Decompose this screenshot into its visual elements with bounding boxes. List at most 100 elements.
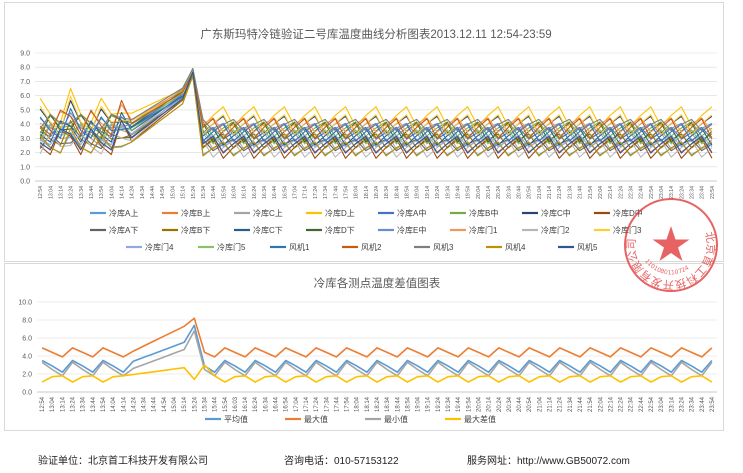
- legend-label: 冷库A上: [109, 208, 138, 218]
- y-tick-label: 9.0: [20, 51, 30, 58]
- x-tick-label: 16:34: [263, 396, 269, 412]
- legend-item: 平均值: [205, 414, 248, 424]
- legend-item: 冷库D中: [594, 208, 643, 218]
- series-line-2: [41, 317, 713, 358]
- x-tick-label: 19:14: [425, 186, 431, 199]
- legend-label: 最大值: [304, 414, 328, 424]
- x-tick-label: 15:54: [221, 186, 227, 199]
- legend-label: 冷库门1: [469, 225, 498, 235]
- x-tick-label: 17:34: [324, 396, 330, 412]
- x-tick-label: 16:14: [242, 186, 248, 199]
- x-tick-label: 13:14: [60, 396, 66, 412]
- series-line-4: [41, 364, 713, 383]
- series-line-1: [41, 324, 713, 373]
- legend-label: 冷库A下: [109, 225, 138, 235]
- series-line-6: [39, 68, 713, 137]
- x-tick-label: 20:04: [476, 186, 482, 199]
- legend-label: 冷库C下: [253, 225, 283, 235]
- x-tick-label: 22:24: [619, 396, 625, 412]
- x-tick-label: 14:34: [142, 396, 148, 412]
- x-tick-label: 21:44: [578, 396, 584, 412]
- legend-item: 风机5: [558, 242, 598, 252]
- y-tick-label: 6.0: [20, 93, 30, 100]
- x-tick-label: 23:14: [669, 396, 675, 412]
- legend-item: 冷库门2: [522, 225, 570, 235]
- y-tick-label: 7.0: [20, 79, 30, 86]
- chart-title: 冷库各测点温度差值图表: [314, 276, 441, 290]
- legend-item: 风机1: [270, 242, 310, 252]
- x-tick-label: 18:24: [375, 396, 381, 412]
- x-tick-label: 14:14: [120, 186, 126, 199]
- footer-phone: 咨询电话：010-57153122: [284, 456, 399, 467]
- y-tick-label: 8.0: [20, 65, 30, 72]
- x-tick-label: 16:44: [272, 186, 278, 199]
- series-line-11: [39, 71, 713, 146]
- x-tick-label: 19:24: [435, 186, 441, 199]
- x-tick-label: 15:24: [192, 396, 198, 412]
- x-tick-label: 13:54: [99, 186, 105, 199]
- x-tick-label: 19:54: [466, 186, 472, 199]
- x-tick-label: 14:24: [130, 186, 136, 199]
- x-tick-label: 15:44: [211, 186, 217, 199]
- x-tick-label: 12:54: [38, 186, 44, 199]
- x-tick-label: 14:04: [109, 186, 115, 199]
- legend-label: 冷库C中: [541, 208, 571, 218]
- legend-item: 冷库C上: [234, 208, 283, 218]
- x-tick-label: 19:44: [456, 396, 462, 412]
- y-tick-label: 8.0: [22, 318, 32, 325]
- x-tick-label: 13:34: [79, 186, 85, 199]
- x-tick-label: 20:34: [507, 396, 513, 412]
- x-tick-label: 23:44: [700, 186, 706, 199]
- x-tick-label: 16:24: [252, 186, 258, 199]
- x-tick-label: 21:34: [568, 396, 574, 412]
- x-tick-label: 18:04: [354, 186, 360, 199]
- x-tick-label: 17:14: [303, 186, 309, 199]
- legend-label: 平均值: [224, 414, 248, 424]
- x-tick-label: 13:44: [89, 186, 95, 199]
- legend-item: 冷库B中: [450, 208, 498, 218]
- temperature-difference-chart-panel: 冷库各测点温度差值图表 0.0 2.0 4.0 6.0 8.0 10.0 12:54 13:04…: [4, 263, 724, 431]
- legend-item: 风机2: [342, 242, 382, 252]
- x-tick-label: 21:54: [588, 186, 594, 199]
- footer-website: 服务网址：http://www.GB50072.com: [467, 456, 630, 467]
- x-tick-label: 16:03: [233, 396, 239, 412]
- legend-item: 冷库C中: [522, 208, 571, 218]
- legend-item: 冷库A上: [90, 208, 138, 218]
- x-tick-label: 17:34: [323, 186, 329, 199]
- x-tick-label: 20:24: [497, 396, 503, 412]
- legend-item: 最小值: [365, 414, 408, 424]
- y-tick-label: 10.0: [18, 300, 32, 307]
- legend-label: 冷库B下: [181, 225, 210, 235]
- x-tick-label: 21:04: [537, 186, 543, 199]
- x-tick-label: 14:34: [140, 186, 146, 199]
- x-tick-label: 23:24: [679, 396, 685, 412]
- y-tick-label: 2.0: [20, 150, 30, 157]
- x-tick-label: 15:04: [170, 186, 176, 199]
- x-tick-label: 13:04: [48, 186, 54, 199]
- x-tick-label: 23:44: [700, 396, 706, 412]
- x-tick-label: 22:04: [598, 186, 604, 199]
- x-tick-label: 21:14: [547, 186, 553, 199]
- legend-label: 冷库D下: [325, 225, 355, 235]
- x-tick-label: 14:14: [121, 396, 127, 412]
- x-tick-label: 23:54: [710, 186, 716, 199]
- legend-item: 冷库A中: [378, 208, 426, 218]
- legend-label: 冷库B上: [181, 208, 210, 218]
- x-tick-label: 18:54: [405, 396, 411, 412]
- y-tick-label: 2.0: [22, 372, 32, 379]
- x-tick-label: 18:24: [374, 186, 380, 199]
- x-tick-label: 19:34: [446, 396, 452, 412]
- x-tick-label: 14:24: [131, 396, 137, 412]
- x-tick-label: 16:24: [253, 396, 259, 412]
- x-tick-label: 20:54: [527, 396, 533, 412]
- x-tick-label: 17:24: [314, 396, 320, 412]
- x-tick-label: 13:04: [50, 396, 56, 412]
- legend-item: 冷库B下: [162, 225, 210, 235]
- legend-item: 冷库D下: [306, 225, 355, 235]
- y-tick-label: 6.0: [22, 336, 32, 343]
- footer-company: 验证单位：北京首工科技开发有限公司: [38, 456, 208, 467]
- x-tick-label: 14:44: [152, 396, 158, 412]
- legend-item: 冷库门1: [450, 225, 498, 235]
- series-line-14: [39, 71, 713, 133]
- legend-item: 冷库D上: [306, 208, 355, 218]
